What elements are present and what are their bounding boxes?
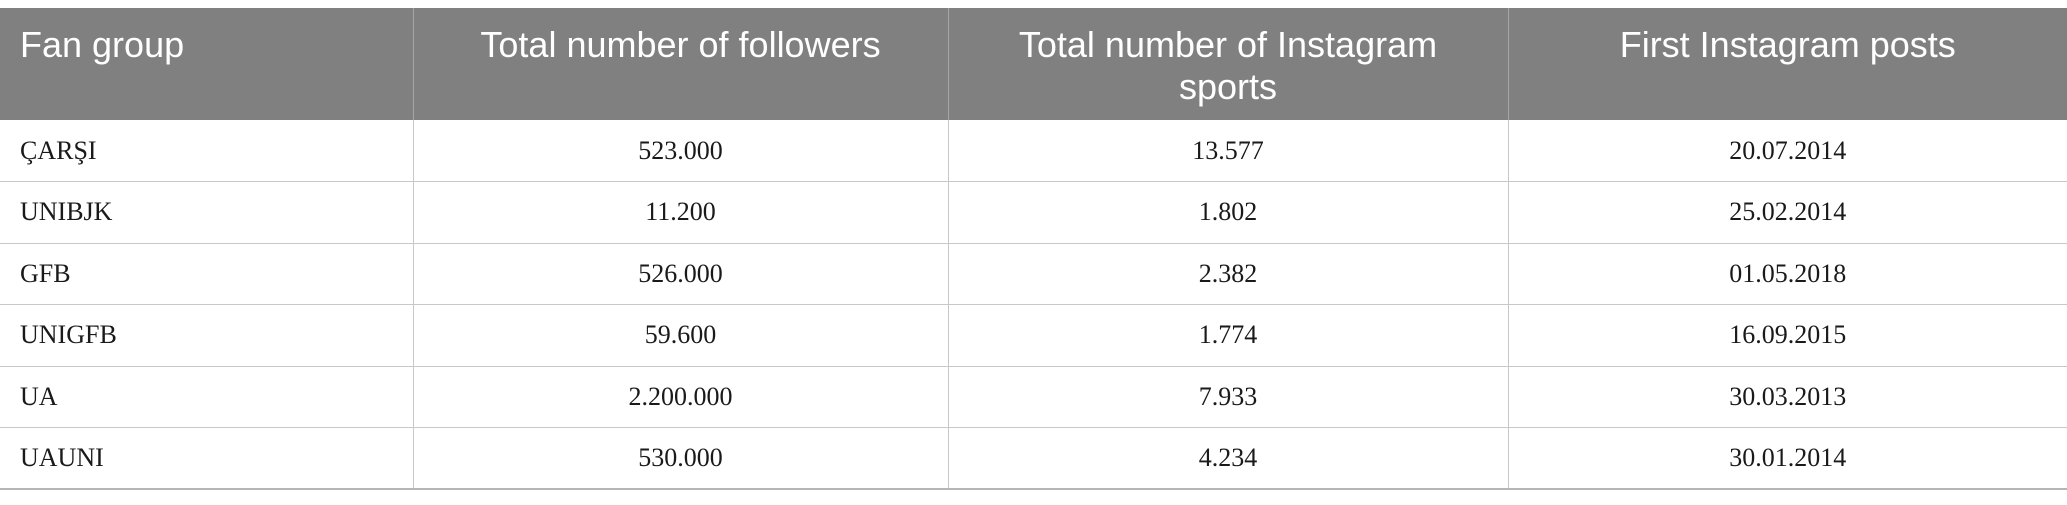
table-header: Fan group Total number of followers Tota… [0,8,2067,120]
cell-total-followers: 523.000 [413,120,949,182]
cell-total-followers: 526.000 [413,243,949,305]
cell-first-instagram-post: 20.07.2014 [1508,120,2067,182]
cell-total-instagram-sports: 2.382 [948,243,1509,305]
cell-total-followers: 11.200 [413,181,949,244]
cell-first-instagram-post: 30.03.2013 [1508,366,2067,428]
header-row: Fan group Total number of followers Tota… [0,8,2067,120]
cell-first-instagram-post: 25.02.2014 [1508,181,2067,244]
cell-fan-group: UNIBJK [0,181,414,244]
cell-total-followers: 59.600 [413,304,949,367]
cell-fan-group: UNIGFB [0,304,414,367]
table-row: ÇARŞI 523.000 13.577 20.07.2014 [0,120,2067,182]
data-table-container: Fan group Total number of followers Tota… [0,8,2067,490]
cell-total-instagram-sports: 7.933 [948,366,1509,428]
table-row: UAUNI 530.000 4.234 30.01.2014 [0,427,2067,490]
column-header-fan-group: Fan group [0,8,414,120]
cell-fan-group: GFB [0,243,414,305]
table-row: UA 2.200.000 7.933 30.03.2013 [0,366,2067,428]
cell-total-instagram-sports: 1.774 [948,304,1509,367]
cell-total-instagram-sports: 13.577 [948,120,1509,182]
table-row: UNIBJK 11.200 1.802 25.02.2014 [0,181,2067,244]
table-body: ÇARŞI 523.000 13.577 20.07.2014 UNIBJK 1… [0,120,2067,490]
cell-first-instagram-post: 01.05.2018 [1508,243,2067,305]
table-row: UNIGFB 59.600 1.774 16.09.2015 [0,304,2067,367]
cell-total-followers: 530.000 [413,427,949,490]
cell-total-instagram-sports: 4.234 [948,427,1509,490]
cell-fan-group: UA [0,366,414,428]
data-table: Fan group Total number of followers Tota… [0,8,2067,490]
column-header-total-instagram-sports: Total number of Instagram sports [948,8,1509,120]
cell-first-instagram-post: 30.01.2014 [1508,427,2067,490]
cell-fan-group: ÇARŞI [0,120,414,182]
table-row: GFB 526.000 2.382 01.05.2018 [0,243,2067,305]
column-header-total-followers: Total number of followers [413,8,949,120]
cell-total-instagram-sports: 1.802 [948,181,1509,244]
cell-total-followers: 2.200.000 [413,366,949,428]
cell-fan-group: UAUNI [0,427,414,490]
column-header-first-instagram-posts: First Instagram posts [1508,8,2067,120]
cell-first-instagram-post: 16.09.2015 [1508,304,2067,367]
